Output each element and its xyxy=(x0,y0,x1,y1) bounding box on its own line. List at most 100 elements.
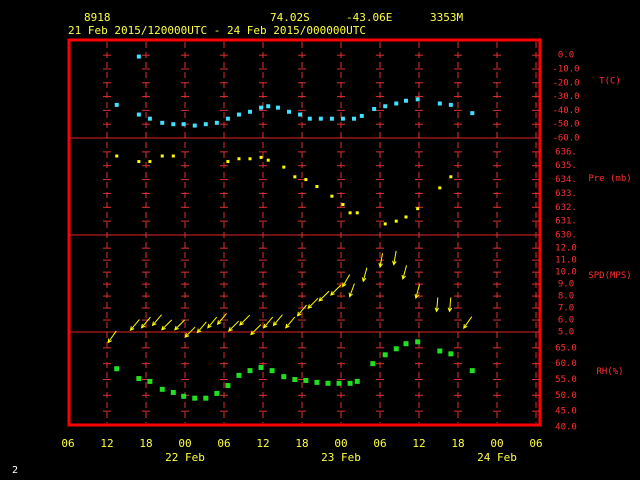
y-axis-label: RH(%) xyxy=(596,367,623,377)
wind-arrow xyxy=(140,316,151,329)
point xyxy=(269,368,275,374)
point xyxy=(114,102,119,107)
y-tick-label: -50.0 xyxy=(552,120,579,130)
point xyxy=(415,97,420,102)
wind-arrow xyxy=(307,297,319,309)
point xyxy=(415,339,421,345)
y-tick-label: -40.0 xyxy=(552,106,579,116)
y-tick-label: 636. xyxy=(555,147,577,157)
point xyxy=(448,351,454,357)
point xyxy=(237,157,241,161)
y-tick-label: 6.0 xyxy=(558,316,574,326)
point xyxy=(469,368,475,374)
page-number: 2 xyxy=(12,465,18,476)
point xyxy=(136,112,141,117)
y-tick-label: 7.0 xyxy=(558,304,574,314)
point xyxy=(236,112,241,117)
point xyxy=(329,116,334,121)
y-tick-label: 5.0 xyxy=(558,328,574,338)
wind-arrow xyxy=(216,313,227,326)
y-tick-label: -60.0 xyxy=(552,134,579,144)
x-tick-label: 06 xyxy=(373,437,386,450)
point xyxy=(394,101,399,106)
point xyxy=(159,386,165,392)
point xyxy=(449,175,453,179)
point xyxy=(226,160,230,164)
point xyxy=(248,157,252,161)
point xyxy=(282,165,286,169)
point xyxy=(148,160,152,164)
point xyxy=(394,219,398,223)
point xyxy=(203,395,209,401)
point xyxy=(383,104,388,109)
wind-arrow xyxy=(250,324,262,336)
y-tick-label: 8.0 xyxy=(558,292,574,302)
point xyxy=(275,105,280,110)
point xyxy=(160,120,165,125)
wind-arrow xyxy=(285,316,296,329)
point xyxy=(266,158,270,162)
point xyxy=(336,380,342,386)
point xyxy=(352,116,356,121)
point xyxy=(470,111,475,116)
wind-arrow xyxy=(272,314,283,327)
date-label: 22 Feb xyxy=(165,451,205,464)
x-tick-label: 18 xyxy=(139,437,152,450)
y-tick-label: 11.0 xyxy=(555,256,577,266)
point xyxy=(318,116,323,121)
point xyxy=(247,368,253,374)
x-tick-label: 12 xyxy=(412,437,425,450)
point xyxy=(147,116,152,121)
point xyxy=(303,377,309,383)
point xyxy=(340,116,345,121)
wind-arrow xyxy=(196,321,207,334)
point xyxy=(248,109,252,114)
point xyxy=(293,175,297,179)
point xyxy=(372,107,377,112)
point xyxy=(359,113,364,118)
wind-arrow xyxy=(184,326,196,338)
wind-arrow xyxy=(151,314,162,327)
wind-arrow xyxy=(330,284,342,296)
x-tick-label: 00 xyxy=(490,437,503,450)
point xyxy=(404,215,408,219)
point xyxy=(203,122,208,127)
y-tick-label: 12.0 xyxy=(555,244,577,254)
wind-arrow xyxy=(342,274,351,288)
y-axis-label: T(C) xyxy=(599,77,621,87)
y-tick-label: -30.0 xyxy=(552,92,579,102)
point xyxy=(171,122,176,127)
x-tick-label: 06 xyxy=(217,437,230,450)
point xyxy=(354,378,360,384)
point xyxy=(214,390,220,396)
point xyxy=(160,154,164,158)
y-tick-label: 634. xyxy=(555,175,577,185)
y-tick-label: 45.0 xyxy=(555,407,577,417)
point xyxy=(355,211,359,215)
wind-arrow xyxy=(447,297,453,313)
wind-arrow xyxy=(318,290,330,302)
point xyxy=(171,154,175,158)
wind-arrow xyxy=(463,316,473,330)
y-tick-label: 40.0 xyxy=(555,423,577,433)
y-tick-label: 60.0 xyxy=(555,359,577,369)
y-tick-label: 10.0 xyxy=(555,268,577,278)
point xyxy=(370,361,376,367)
date-label: 23 Feb xyxy=(321,451,361,464)
point xyxy=(404,98,408,103)
point xyxy=(383,222,387,226)
longitude: -43.06E xyxy=(346,11,392,24)
point xyxy=(114,366,120,372)
wind-arrow xyxy=(378,253,384,269)
wind-arrow xyxy=(262,316,274,329)
point xyxy=(225,116,230,121)
x-tick-label: 12 xyxy=(100,437,113,450)
wind-arrow xyxy=(414,284,420,300)
x-tick-label: 18 xyxy=(451,437,464,450)
y-axis-label: SPD(MPS) xyxy=(588,271,631,281)
point xyxy=(314,379,320,385)
y-tick-label: 633. xyxy=(555,189,577,199)
x-tick-label: 18 xyxy=(295,437,308,450)
point xyxy=(315,185,319,188)
